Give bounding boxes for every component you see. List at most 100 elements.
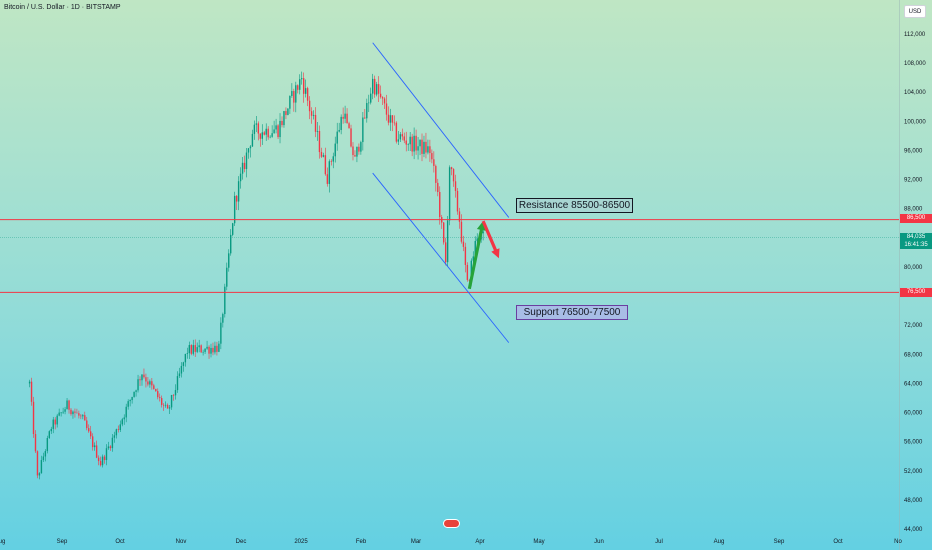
candle-body (249, 146, 252, 149)
candle-body (285, 111, 287, 115)
candle-body (245, 152, 248, 170)
candle-body (332, 156, 334, 162)
candle-body (427, 146, 429, 153)
candle-body (107, 446, 110, 449)
candle-body (302, 78, 305, 94)
candle-body (74, 411, 76, 413)
candle-body (161, 398, 163, 405)
candle-body (180, 365, 183, 374)
candle-body (109, 446, 112, 449)
candle-body (413, 135, 415, 152)
support-label[interactable]: Support 76500-77500 (516, 305, 628, 320)
currency-button[interactable]: USD (904, 5, 926, 18)
candle-body (50, 428, 52, 432)
candle-body (470, 260, 473, 281)
x-tick-label: Apr (475, 539, 484, 545)
candle-body (52, 419, 54, 429)
candle-body (188, 345, 191, 354)
candle-body (255, 123, 258, 125)
y-tick-label: 96,000 (904, 148, 923, 154)
resistance-label[interactable]: Resistance 85500-86500 (516, 198, 633, 213)
candle-body (381, 97, 384, 99)
candle-body (472, 256, 474, 261)
candle-body (299, 79, 301, 90)
candle-body (271, 133, 273, 137)
time-axis[interactable]: Aug Sep Oct Nov Dec 2025 Feb Mar Apr May Jun Jul Aug… (0, 539, 902, 545)
candle-body (241, 162, 244, 174)
candle-body (391, 115, 394, 123)
candle-body (362, 117, 364, 143)
candle-body (36, 451, 39, 476)
candle-body (192, 345, 194, 354)
candle-body (458, 211, 461, 222)
candle-body (368, 102, 370, 104)
projection-up-arrow (467, 221, 486, 290)
candle-body (395, 122, 398, 142)
candle-body (301, 78, 303, 80)
y-tick-label: 64,000 (904, 381, 923, 387)
candle-body (468, 279, 471, 281)
candle-body (70, 409, 72, 415)
candle-body (324, 155, 327, 175)
candle-body (196, 347, 198, 352)
y-tick-label: 112,000 (904, 32, 926, 38)
x-tick-label: Mar (411, 539, 421, 545)
candle-body (448, 167, 451, 221)
candle-body (237, 181, 240, 202)
candle-body (411, 136, 413, 152)
candle-body (62, 411, 64, 413)
candle-body (350, 128, 352, 147)
x-tick-label: May (533, 539, 544, 545)
candle-body (218, 343, 220, 352)
x-tick-label: Nov (176, 539, 187, 545)
candle-body (261, 132, 263, 139)
candle-body (133, 391, 135, 397)
candle-body (143, 374, 145, 378)
x-tick-label: Sep (774, 539, 785, 545)
candle-body (340, 116, 342, 130)
x-tick-label: Jul (655, 539, 663, 545)
candle-body (320, 152, 323, 157)
candle-body (387, 114, 390, 123)
y-tick-label: 108,000 (904, 61, 926, 67)
candle-body (48, 431, 50, 439)
candle-body (235, 195, 238, 202)
candle-body (172, 395, 175, 396)
candle-body (474, 240, 476, 257)
candle-body (145, 377, 147, 382)
candle-body (204, 348, 206, 352)
candle-body (360, 142, 362, 152)
candle-body (462, 241, 465, 247)
candle-body (153, 385, 155, 389)
candle-body (287, 108, 289, 115)
candle-body (170, 395, 173, 408)
channel-lower-line (372, 172, 510, 343)
candle-body (444, 242, 447, 263)
y-tick-label: 48,000 (904, 498, 923, 504)
candle-body (352, 146, 354, 156)
candle-body (251, 133, 254, 147)
support-price-tag: 76,500 (900, 288, 932, 297)
candle-body (233, 195, 236, 224)
candle-body (450, 167, 453, 170)
candle-body (437, 182, 439, 192)
candle-body (452, 169, 455, 182)
price-axis[interactable]: 112,000 108,000 104,000 100,000 96,000 92,000… (904, 32, 926, 533)
chart-title[interactable]: Bitcoin / U.S. Dollar · 1D · BITSTAMP (4, 4, 121, 11)
candle-body (419, 139, 421, 147)
candle-body (113, 435, 116, 438)
candle-body (155, 388, 157, 392)
economic-event-flag-icon[interactable] (443, 519, 460, 528)
candle-body (466, 264, 469, 280)
candle-body (90, 431, 92, 437)
last-price-value: 84,035 (906, 234, 926, 240)
candle-body (328, 161, 331, 184)
candle-body (346, 113, 348, 124)
candle-body (91, 436, 94, 448)
candle-body (99, 461, 102, 466)
candle-body (194, 345, 196, 352)
candle-body (446, 220, 449, 263)
last-price-tag: 84,035 16:41:35 (900, 233, 932, 249)
